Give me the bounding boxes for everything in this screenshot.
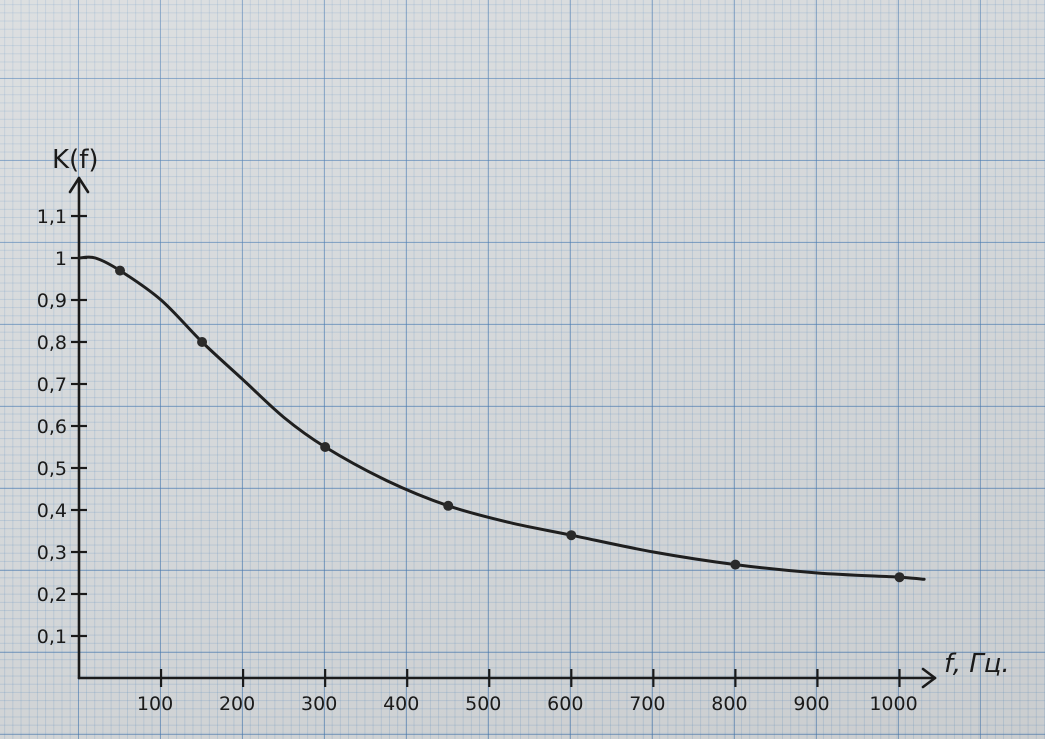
y-tick-label: 0,9: [37, 290, 67, 312]
y-tick-label: 1: [55, 248, 67, 270]
y-tick-label: 0,3: [37, 542, 67, 564]
y-tick-label: 0,5: [37, 458, 67, 480]
data-point: [115, 265, 126, 276]
x-tick-label: 200: [219, 693, 255, 715]
y-axis-label: K(f): [52, 145, 99, 175]
x-tick-label: 900: [793, 693, 829, 715]
y-ticks: 0,1 0,2 0,3 0,4 0,5 0,6 0,7 0,8 0,9 1 1,1: [37, 206, 87, 648]
y-tick-label: 0,2: [37, 584, 67, 606]
data-points: [115, 265, 905, 583]
x-tick-label: 100: [137, 693, 173, 715]
y-tick-label: 0,8: [37, 332, 67, 354]
axes: [68, 176, 937, 689]
data-point: [730, 559, 741, 570]
series-line: [77, 255, 926, 581]
x-tick-label: 600: [547, 693, 583, 715]
y-axis-arrow: [68, 176, 90, 194]
x-tick-label: 400: [383, 693, 419, 715]
data-point: [320, 442, 331, 452]
data-point: [894, 572, 905, 583]
x-axis-label: f, Гц.: [944, 649, 1010, 679]
y-tick-label: 1,1: [37, 206, 67, 228]
x-tick-label: 700: [629, 693, 665, 715]
x-tick-label: 1000: [869, 693, 917, 715]
y-tick-label: 0,7: [37, 374, 67, 396]
y-tick-label: 0,4: [37, 500, 67, 522]
x-tick-label: 800: [711, 693, 747, 715]
x-ticks: 100 200 300 400 500 600 700 800 900 1000: [137, 669, 918, 715]
data-point: [443, 500, 454, 511]
y-tick-label: 0,1: [37, 626, 67, 648]
y-tick-label: 0,6: [37, 416, 67, 438]
x-axis-arrow: [921, 667, 937, 689]
data-point: [197, 337, 208, 347]
data-point: [566, 530, 577, 541]
x-tick-label: 500: [465, 693, 501, 715]
x-tick-label: 300: [301, 693, 337, 715]
